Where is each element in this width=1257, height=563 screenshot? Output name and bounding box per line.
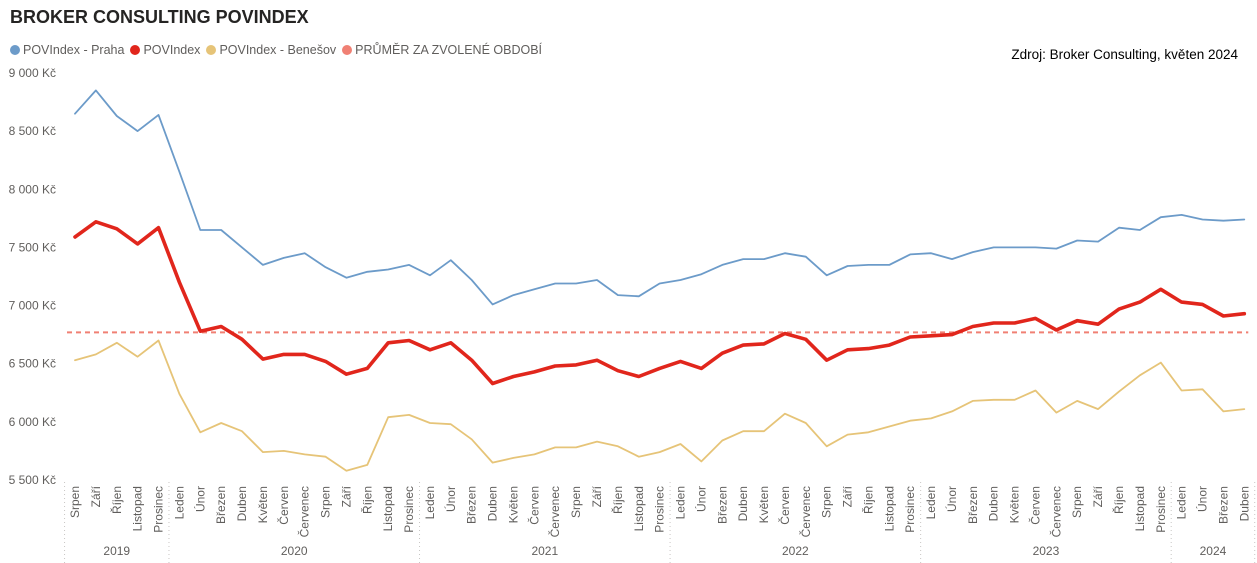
x-tick-label: Leden [924,486,938,519]
legend-marker-benesov [206,45,217,55]
x-tick-label: Prosinec [903,486,917,533]
x-tick-label: Srpen [319,486,333,518]
x-tick-label: Květen [256,486,270,523]
x-tick-label: Březen [1216,486,1230,524]
x-tick-label: Říjen [109,486,124,514]
x-tick-label: Květen [506,486,520,523]
x-tick-label: Únor [944,486,959,512]
x-tick-label: Leden [674,486,688,519]
x-year-label: 2024 [1200,544,1227,558]
x-tick-label: Leden [423,486,437,519]
y-tick-label: 8 500 Kč [9,124,56,138]
x-tick-label: Únor [693,486,708,512]
x-tick-label: Červen [777,486,792,525]
y-tick-label: 7 500 Kč [9,240,56,254]
legend-marker-praha [10,45,20,55]
x-tick-label: Červen [276,486,291,525]
series-line-povindex-bene-ov [74,339,1246,472]
chart-title: BROKER CONSULTING POVINDEX [10,7,309,27]
legend: POVIndex - Praha POVIndex POVIndex - Ben… [10,43,548,57]
x-tick-label: Červenec [1048,486,1063,537]
x-tick-label: Červenec [547,486,562,537]
x-tick-label: Září [590,485,604,507]
x-tick-label: Listopad [632,486,646,531]
x-tick-label: Září [89,485,103,507]
y-tick-label: 7 000 Kč [9,299,56,313]
x-tick-label: Listopad [131,486,145,531]
x-year-label: 2019 [103,544,130,558]
x-tick-label: Září [339,485,353,507]
x-tick-label: Červenec [297,486,312,537]
x-tick-label: Únor [1195,486,1210,512]
x-tick-label: Srpen [820,486,834,518]
x-tick-label: Leden [172,486,186,519]
x-tick-label: Listopad [882,486,896,531]
x-tick-label: Říjen [860,486,875,514]
x-tick-label: Červenec [798,486,813,537]
x-tick-label: Květen [757,486,771,523]
x-tick-label: Červen [526,486,541,525]
series-line-povindex [73,220,1247,386]
legend-label-povindex: POVIndex [143,43,201,57]
x-year-label: 2021 [531,544,558,558]
y-tick-label: 9 000 Kč [9,66,56,80]
x-tick-label: Březen [465,486,479,524]
x-tick-label: Březen [966,486,980,524]
x-year-label: 2022 [782,544,809,558]
x-tick-label: Říjen [1111,486,1126,514]
legend-item-praha[interactable]: POVIndex - Praha [10,43,124,57]
x-tick-label: Březen [214,486,228,524]
x-axis: Srpen Září Říjen Listopad Prosinec Leden Únor B… [64,482,1256,563]
x-tick-label: Listopad [1133,486,1147,531]
x-tick-label: Květen [1008,486,1022,523]
y-axis: 9 000 Kč 8 500 Kč 8 000 Kč 7 500 Kč 7 000 Kč… [9,66,56,487]
legend-label-benesov: POVIndex - Benešov [219,43,337,57]
y-tick-label: 6 500 Kč [9,357,56,371]
legend-item-average[interactable]: PRŮMĚR ZA ZVOLENÉ OBDOBÍ [342,43,542,57]
legend-label-praha: POVIndex - Praha [23,43,125,57]
x-tick-label: Únor [443,486,458,512]
legend-marker-povindex [130,45,141,55]
legend-marker-average [342,45,353,55]
x-tick-label: Únor [192,486,207,512]
x-tick-label: Prosinec [402,486,416,533]
x-tick-label: Říjen [359,486,374,514]
x-tick-label: Duben [235,486,249,521]
y-tick-label: 5 500 Kč [9,473,56,487]
series-layer [73,89,1247,472]
x-tick-label: Leden [1175,486,1189,519]
x-tick-label: Listopad [381,486,395,531]
x-tick-label: Duben [486,486,500,521]
x-tick-label: Duben [736,486,750,521]
legend-label-average: PRŮMĚR ZA ZVOLENÉ OBDOBÍ [355,43,543,57]
source-note: Zdroj: Broker Consulting, květen 2024 [1011,47,1238,62]
x-tick-label: Srpen [68,486,82,518]
series-line-povindex-praha [74,89,1246,306]
x-tick-label: Duben [1237,486,1251,521]
x-tick-label: Prosinec [653,486,667,533]
y-tick-label: 6 000 Kč [9,415,56,429]
x-tick-label: Červen [1027,486,1042,525]
x-year-label: 2023 [1033,544,1060,558]
x-tick-label: Srpen [569,486,583,518]
legend-item-povindex[interactable]: POVIndex [130,43,200,57]
y-tick-label: 8 000 Kč [9,182,56,196]
x-year-label: 2020 [281,544,308,558]
x-tick-label: Říjen [610,486,625,514]
x-tick-label: Září [1091,485,1105,507]
x-tick-label: Prosinec [1154,486,1168,533]
x-tick-label: Září [841,485,855,507]
x-tick-label: Březen [715,486,729,524]
legend-item-benesov[interactable]: POVIndex - Benešov [206,43,336,57]
x-tick-label: Duben [987,486,1001,521]
x-tick-label: Srpen [1070,486,1084,518]
x-tick-label: Prosinec [152,486,166,533]
